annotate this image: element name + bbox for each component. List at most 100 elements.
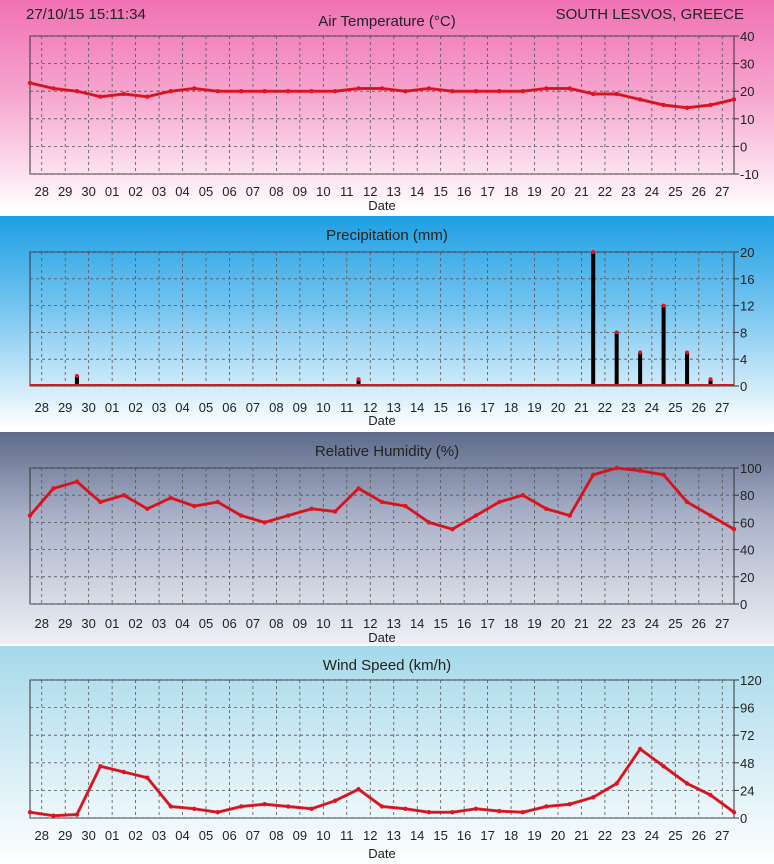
data-point [591,91,596,97]
data-point [497,808,502,814]
x-tick-label: 04 [175,616,189,631]
x-tick-label: 06 [222,828,236,843]
x-tick-label: 04 [175,184,189,199]
data-point [567,86,572,91]
x-tick-label: 10 [316,400,330,415]
data-point [591,472,596,477]
wind-speed-panel: Wind Speed (km/h) 28 29 30 01 02 03 04 05 06 07 08 0… [0,646,774,864]
y-tick-label: 40 [740,543,754,558]
data-point [708,792,713,798]
data-point [262,520,267,525]
x-tick-label: 02 [128,184,142,199]
x-tick-label: 11 [340,828,354,843]
data-point [473,89,479,94]
y-tick-label: 20 [740,84,754,99]
x-tick-label: 09 [293,616,307,631]
data-bar [356,379,361,386]
data-point [684,105,690,110]
x-tick-label: 08 [269,400,283,415]
x-tick-label: 18 [504,184,518,199]
x-tick-label: 05 [199,184,213,199]
x-tick-label: 01 [105,828,119,843]
x-tick-label: 06 [222,184,236,199]
x-tick-label: 05 [199,828,213,843]
y-tick-label: 72 [740,728,754,743]
data-bar [708,379,713,386]
x-tick-label: 27 [715,828,729,843]
data-bar [638,352,643,386]
x-tick-label: 26 [692,400,706,415]
data-point [27,810,33,815]
location: SOUTH LESVOS, GREECE [555,6,744,23]
x-tick-label: 11 [340,400,354,415]
data-point [145,94,150,99]
data-point [638,350,643,355]
data-point [121,769,127,775]
x-tick-label: 25 [668,184,682,199]
y-tick-label: 96 [740,701,754,716]
data-point [544,804,549,809]
data-point [74,479,80,484]
data-point [450,89,455,94]
x-tick-label: 20 [551,184,565,199]
x-tick-label: 29 [58,400,72,415]
x-tick-label: 01 [105,184,119,199]
data-point [356,787,361,792]
data-point [637,468,643,473]
data-point [379,804,385,809]
x-tick-label: 21 [574,828,588,843]
y-tick-label: -10 [740,167,759,182]
data-point [637,746,643,752]
x-tick-label: 30 [81,828,95,843]
x-tick-label: 12 [363,184,377,199]
x-tick-label: 12 [363,616,377,631]
data-point [27,80,33,86]
x-tick-label: 13 [386,828,400,843]
x-tick-label: 14 [410,184,424,199]
x-tick-label: 28 [34,616,48,631]
timestamp: 27/10/15 15:11:34 [26,6,146,23]
x-tick-label: 24 [645,828,659,843]
data-point [426,810,432,815]
chart-title: Air Temperature (°C) [318,13,455,30]
x-tick-label: 10 [316,828,330,843]
x-tick-label: 01 [105,616,119,631]
data-point [473,806,479,811]
x-tick-label: 08 [269,184,283,199]
y-tick-label: 0 [740,139,747,154]
x-tick-label: 20 [551,400,565,415]
x-tick-label: 26 [692,828,706,843]
data-bar [614,332,619,386]
data-point [145,506,150,511]
data-point [450,810,455,815]
data-point [356,486,361,491]
data-point [403,503,408,509]
x-tick-label: 24 [645,616,659,631]
x-tick-label: 26 [692,184,706,199]
data-point [51,813,56,818]
relative-humidity-panel: Relative Humidity (%) 28 29 30 01 02 03 04 05 06 0… [0,432,774,644]
data-point [684,781,690,786]
x-axis-label: Date [368,846,395,861]
data-point [685,350,690,355]
x-axis-label: Date [368,198,395,212]
x-tick-label: 21 [574,400,588,415]
divider [0,644,774,646]
x-tick-label: 14 [410,400,424,415]
data-point [708,102,713,108]
data-point [403,89,408,94]
x-tick-label: 13 [386,184,400,199]
air-temperature-chart: Air Temperature (°C) 28 29 30 01 02 03 04 05 06 07… [27,13,759,212]
data-point [285,804,291,809]
x-tick-label: 11 [340,616,354,631]
data-point [74,373,79,378]
x-tick-label: 17 [480,400,494,415]
plot-frame [29,35,735,175]
y-tick-label: 10 [740,112,754,127]
x-tick-label: 07 [246,616,260,631]
data-point [708,377,713,382]
x-tick-label: 15 [433,400,447,415]
x-tick-label: 08 [269,828,283,843]
x-tick-label: 12 [363,828,377,843]
x-tick-label: 07 [246,184,260,199]
